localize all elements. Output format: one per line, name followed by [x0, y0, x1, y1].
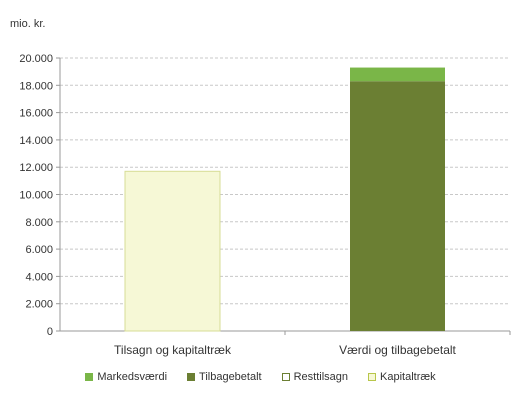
- legend-label: Markedsværdi: [97, 371, 168, 383]
- x-tick-label: Værdi og tilbagebetalt: [339, 343, 456, 357]
- legend-item: Markedsværdi: [85, 366, 167, 388]
- y-tick-label: 14.000: [19, 135, 53, 147]
- y-tick-label: 20.000: [19, 53, 53, 65]
- y-tick-label: 6.000: [25, 244, 53, 256]
- bars: [124, 67, 445, 332]
- legend-label: Resttilsagn: [293, 371, 349, 383]
- legend-item: Kapitaltræk: [368, 366, 436, 388]
- legend-swatch: [187, 373, 196, 381]
- legend-item: Resttilsagn: [281, 366, 349, 388]
- legend: Markedsværdi Tilbagebetalt Resttilsagn Kapi…: [0, 366, 521, 388]
- y-tick-label: 10.000: [19, 190, 53, 202]
- legend-swatch: [281, 373, 290, 381]
- y-tick-label: 4.000: [25, 271, 53, 283]
- legend-label: Kapitaltræk: [380, 371, 436, 383]
- y-tick-label: 0: [47, 326, 53, 338]
- x-axis: Tilsagn og kapitaltræk Værdi og tilbagebe…: [114, 331, 511, 357]
- bar-markedsværdi: [350, 67, 445, 82]
- y-tick-label: 12.000: [19, 162, 53, 174]
- y-tick-label: 16.000: [19, 108, 53, 120]
- legend-swatch: [85, 373, 94, 381]
- legend-label: Tilbagebetalt: [199, 371, 262, 383]
- y-tick-label: 18.000: [19, 80, 53, 92]
- y-axis: 0 2.000 4.000 6.000 8.000 10.000 12.000 14.000 1…: [19, 53, 61, 338]
- unit-label: mio. kr.: [10, 18, 45, 30]
- y-tick-label: 2.000: [25, 299, 53, 311]
- y-tick-label: 8.000: [25, 217, 53, 229]
- bar-kapitaltræk: [124, 170, 221, 332]
- legend-swatch: [368, 373, 377, 381]
- bar-tilbagebetalt: [350, 81, 445, 331]
- x-tick-label: Tilsagn og kapitaltræk: [114, 343, 232, 357]
- legend-item: Tilbagebetalt: [187, 366, 262, 388]
